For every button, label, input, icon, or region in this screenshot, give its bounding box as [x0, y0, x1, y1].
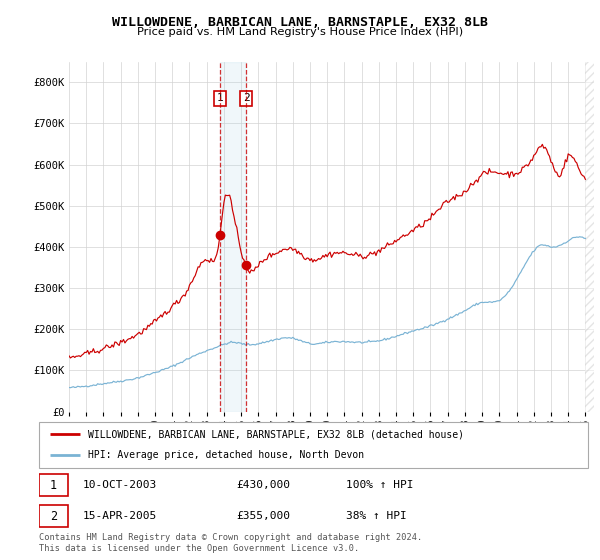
Text: WILLOWDENE, BARBICAN LANE, BARNSTAPLE, EX32 8LB: WILLOWDENE, BARBICAN LANE, BARNSTAPLE, E…	[112, 16, 488, 29]
Text: WILLOWDENE, BARBICAN LANE, BARNSTAPLE, EX32 8LB (detached house): WILLOWDENE, BARBICAN LANE, BARNSTAPLE, E…	[88, 429, 464, 439]
Text: 10-OCT-2003: 10-OCT-2003	[83, 480, 157, 490]
Text: Price paid vs. HM Land Registry's House Price Index (HPI): Price paid vs. HM Land Registry's House …	[137, 27, 463, 37]
FancyBboxPatch shape	[39, 505, 68, 528]
Bar	[220, 62, 246, 412]
Text: 2: 2	[50, 510, 57, 523]
Text: 1: 1	[217, 94, 224, 104]
Text: 1: 1	[50, 479, 57, 492]
Text: HPI: Average price, detached house, North Devon: HPI: Average price, detached house, Nort…	[88, 450, 365, 460]
Text: £430,000: £430,000	[236, 480, 290, 490]
Text: Contains HM Land Registry data © Crown copyright and database right 2024.
This d: Contains HM Land Registry data © Crown c…	[39, 533, 422, 553]
Text: 15-APR-2005: 15-APR-2005	[83, 511, 157, 521]
FancyBboxPatch shape	[39, 474, 68, 496]
Text: 38% ↑ HPI: 38% ↑ HPI	[346, 511, 407, 521]
Text: 100% ↑ HPI: 100% ↑ HPI	[346, 480, 414, 490]
FancyBboxPatch shape	[39, 422, 588, 468]
Text: 2: 2	[243, 94, 250, 104]
Text: £355,000: £355,000	[236, 511, 290, 521]
